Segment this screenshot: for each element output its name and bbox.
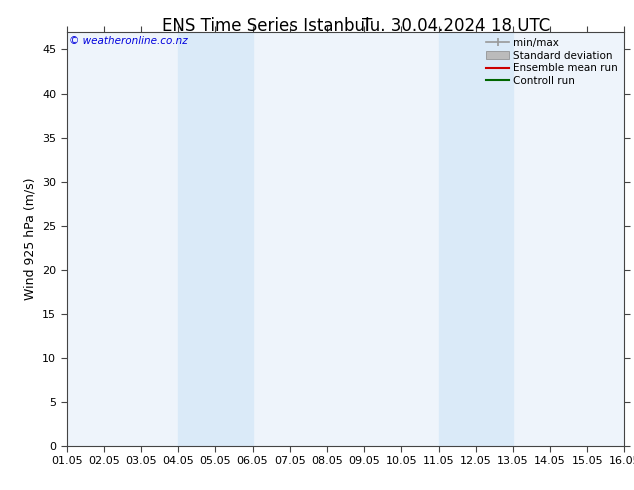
Legend: min/max, Standard deviation, Ensemble mean run, Controll run: min/max, Standard deviation, Ensemble me… [482, 34, 623, 90]
Bar [439, 32, 513, 446]
Bar [178, 32, 252, 446]
Y-axis label: Wind 925 hPa (m/s): Wind 925 hPa (m/s) [23, 177, 37, 300]
Text: ENS Time Series Istanbul: ENS Time Series Istanbul [162, 17, 370, 35]
Text: © weatheronline.co.nz: © weatheronline.co.nz [69, 36, 188, 46]
Text: Tu. 30.04.2024 18 UTC: Tu. 30.04.2024 18 UTC [363, 17, 550, 35]
